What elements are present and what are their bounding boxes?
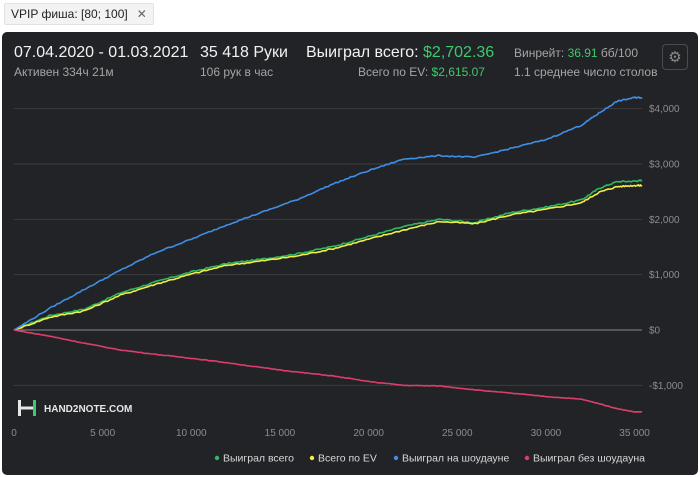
x-tick-label: 5 000 [90, 428, 115, 439]
avg-tables: 1.1 среднее число столов [514, 65, 658, 79]
legend-label[interactable]: Выиграл без шоудауна [533, 453, 645, 465]
x-tick-label: 20 000 [353, 428, 384, 439]
x-tick-label: 15 000 [265, 428, 296, 439]
graph-panel: 07.04.2020 - 01.03.2021 Активен 334ч 21м… [2, 32, 698, 475]
winrate-label: Винрейт: [514, 46, 568, 60]
legend-marker [214, 455, 220, 461]
total-ev-label: Всего по EV: [358, 65, 432, 79]
x-tick-label: 10 000 [176, 428, 207, 439]
y-tick-label: $1,000 [649, 270, 680, 281]
close-icon[interactable]: ✕ [136, 7, 147, 21]
y-tick-label: $2,000 [649, 215, 680, 226]
winrate-value: 36.91 [567, 46, 598, 60]
date-range: 07.04.2020 - 01.03.2021 [14, 44, 189, 61]
logo-bar-mid [18, 406, 34, 410]
y-tick-label: $4,000 [649, 104, 680, 115]
y-tick-label: $0 [649, 326, 661, 337]
y-axis-ticks: -$1,000 $0 $1,000 $2,000 $3,000 $4,000 [649, 104, 683, 392]
hands-per-hour: 106 рук в час [200, 65, 274, 79]
x-tick-label: 0 [11, 428, 17, 439]
hands-count: 35 418 Руки [200, 44, 288, 61]
filter-tab-label: VPIP фиша: [80; 100] [11, 7, 128, 21]
legend: Выиграл всего Всего по EV Выиграл на шоуда… [214, 453, 645, 465]
series-line [13, 329, 643, 413]
hand2note-logo: HAND2NOTE.COM [18, 400, 132, 416]
x-axis-ticks: 0 5 000 10 000 15 000 20 000 25 000 30 000 35 0… [11, 428, 650, 439]
winrate: Винрейт: 36.91 бб/100 [514, 46, 638, 60]
logo-bar-right [33, 400, 36, 416]
winrate-suffix: бб/100 [597, 46, 639, 60]
series-lines [13, 96, 643, 413]
y-tick-label: -$1,000 [649, 381, 683, 392]
y-tick-label: $3,000 [649, 159, 680, 170]
gear-icon[interactable]: ⚙ [662, 44, 688, 70]
x-tick-label: 35 000 [619, 428, 650, 439]
filter-tab[interactable]: VPIP фиша: [80; 100] ✕ [4, 3, 154, 25]
x-tick-label: 30 000 [531, 428, 562, 439]
x-tick-label: 25 000 [442, 428, 473, 439]
legend-marker [309, 455, 315, 461]
total-won: Выиграл всего: $2,702.36 [306, 44, 494, 62]
legend-label[interactable]: Всего по EV [318, 453, 377, 465]
series-line [13, 184, 643, 331]
legend-label[interactable]: Выиграл на шоудауне [402, 453, 509, 465]
grid-lines [14, 108, 642, 386]
legend-marker [524, 455, 530, 461]
logo-text: HAND2NOTE.COM [44, 404, 132, 415]
total-won-value: $2,702.36 [423, 44, 495, 61]
total-ev-value: $2,615.07 [431, 65, 485, 79]
series-line [13, 96, 643, 331]
active-time: Активен 334ч 21м [14, 65, 114, 79]
legend-marker [393, 455, 399, 461]
total-won-label: Выиграл всего: [306, 44, 424, 61]
legend-label[interactable]: Выиграл всего [223, 453, 294, 465]
total-ev: Всего по EV: $2,615.07 [358, 65, 485, 79]
series-line [13, 179, 643, 331]
